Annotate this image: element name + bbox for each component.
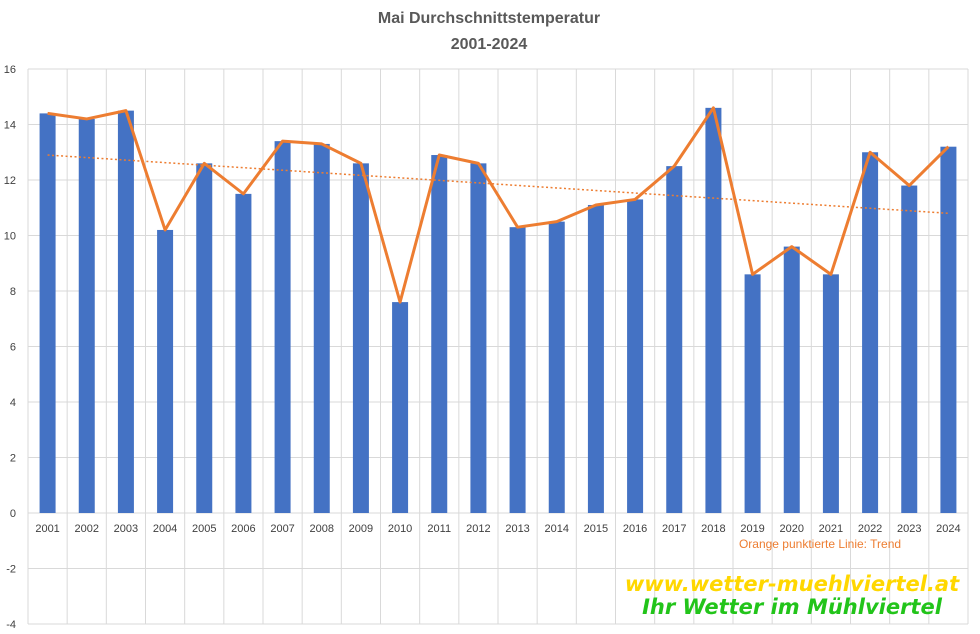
x-tick-label: 2005 (192, 523, 216, 535)
bar (235, 193, 252, 513)
x-tick-label: 2020 (780, 523, 804, 535)
y-tick-label: 2 (10, 453, 16, 465)
temperature-line (47, 106, 950, 304)
x-tick-label: 2008 (310, 523, 334, 535)
bar (744, 274, 761, 513)
bar (157, 229, 174, 513)
bar (352, 163, 369, 513)
y-tick-label: 12 (4, 175, 16, 187)
x-tick-label: 2017 (662, 523, 686, 535)
x-tick-label: 2016 (623, 523, 647, 535)
x-tick-label: 2018 (701, 523, 725, 535)
bar (822, 274, 839, 513)
x-tick-label: 2015 (584, 523, 608, 535)
gridlines (27, 68, 969, 625)
y-tick-label: -4 (6, 619, 16, 631)
bar (901, 185, 918, 514)
y-tick-label: 16 (4, 64, 16, 76)
x-tick-label: 2022 (858, 523, 882, 535)
brand-slogan: Ihr Wetter im Mühlviertel (642, 595, 943, 619)
bar (548, 221, 565, 513)
bar (313, 143, 330, 514)
bar (431, 155, 448, 513)
bar (470, 163, 487, 513)
x-tick-label: 2023 (897, 523, 921, 535)
x-tick-label: 2011 (427, 523, 451, 535)
bar (392, 302, 409, 513)
y-axis: -4 -2 0 2 4 6 8 10 12 14 16 (4, 64, 16, 631)
x-tick-label: 2001 (35, 523, 59, 535)
bar (39, 113, 56, 514)
x-tick-label: 2012 (466, 523, 490, 535)
x-axis: 2001 2002 2003 2004 2005 2006 2007 2008 2009 2010… (35, 523, 960, 535)
x-tick-label: 2007 (270, 523, 294, 535)
trend-line (47, 154, 949, 215)
x-tick-label: 2002 (75, 523, 99, 535)
x-tick-label: 2006 (231, 523, 255, 535)
x-tick-label: 2013 (505, 523, 529, 535)
bar-series (39, 107, 957, 514)
line-series (47, 106, 950, 304)
y-tick-label: 6 (10, 342, 16, 354)
y-tick-label: 8 (10, 286, 16, 298)
bar (666, 166, 683, 513)
x-tick-label: 2021 (819, 523, 843, 535)
bar (117, 110, 134, 513)
bar (783, 246, 800, 513)
bar (862, 152, 879, 513)
bar (196, 163, 213, 513)
x-tick-label: 2019 (740, 523, 764, 535)
bar (940, 146, 957, 513)
y-tick-label: 10 (4, 231, 16, 243)
y-tick-label: 4 (10, 397, 16, 409)
bar (509, 227, 526, 514)
chart-subtitle: 2001-2024 (451, 36, 528, 53)
y-tick-label: -2 (6, 564, 16, 576)
y-tick-label: 0 (10, 508, 16, 520)
bar (274, 141, 291, 513)
bar (587, 204, 604, 513)
bar (78, 118, 95, 513)
chart-title: Mai Durchschnittstemperatur (378, 10, 600, 27)
x-tick-label: 2009 (349, 523, 373, 535)
bar (627, 199, 644, 514)
bar (705, 107, 722, 513)
x-tick-label: 2003 (114, 523, 138, 535)
x-tick-label: 2004 (153, 523, 177, 535)
x-tick-label: 2010 (388, 523, 412, 535)
y-tick-label: 14 (4, 120, 16, 132)
brand-url: www.wetter-muehlviertel.at (625, 572, 960, 596)
x-tick-label: 2014 (545, 523, 569, 535)
x-tick-label: 2024 (936, 523, 960, 535)
trend-annotation: Orange punktierte Linie: Trend (739, 537, 901, 551)
